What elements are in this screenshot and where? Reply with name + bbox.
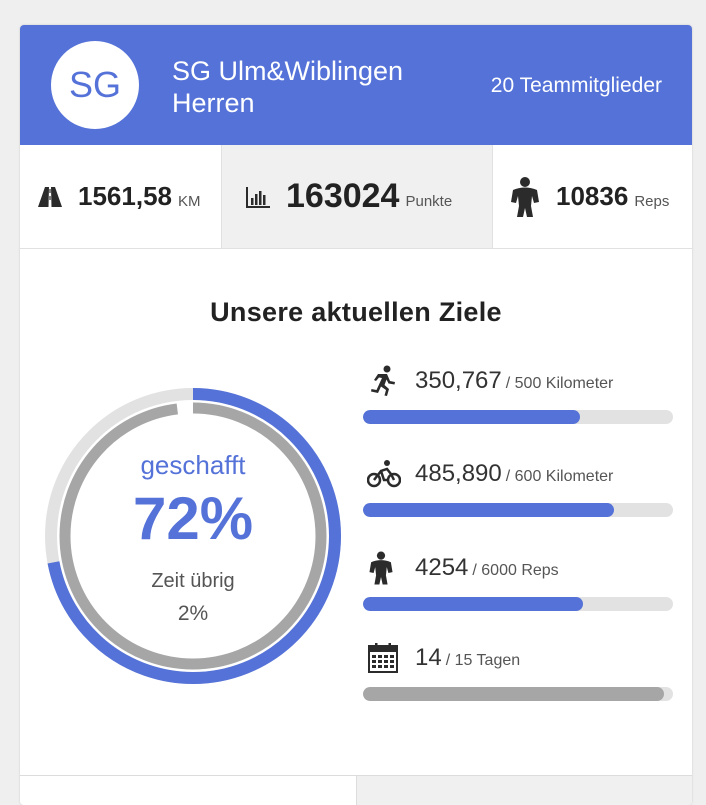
goal-cycling-target: / 600 Kilometer <box>505 468 614 485</box>
stat-reps-value: 10836 <box>556 181 629 211</box>
goal-cycling-bar-fill <box>363 503 615 517</box>
progress-percent: 72% <box>132 485 254 552</box>
goal-reps: 4254/ 6000 Reps <box>363 550 673 620</box>
bodybuilder-icon <box>511 176 539 217</box>
goal-reps-bar <box>363 597 673 611</box>
goal-running-current: 350,767 <box>415 367 502 394</box>
goal-days-text: 14/ 15 Tagen <box>415 644 520 672</box>
team-avatar[interactable]: SG <box>51 41 139 129</box>
avatar-initials: SG <box>68 64 121 105</box>
running-icon <box>371 365 395 396</box>
stat-distance: 1561,58 KM <box>20 145 220 248</box>
team-members-count[interactable]: 20 Teammitglieder <box>490 74 662 97</box>
stat-distance-value: 1561,58 <box>78 181 172 211</box>
goal-cycling-current: 485,890 <box>415 460 502 487</box>
stat-reps-unit: Reps <box>634 193 670 210</box>
goal-reps-bar-fill <box>363 597 584 611</box>
bicycle-icon <box>367 460 401 488</box>
progress-label: geschafft <box>140 450 246 480</box>
goal-running-bar-fill <box>363 410 580 424</box>
goal-reps-target: / 6000 Reps <box>472 562 559 579</box>
goals-title: Unsere aktuellen Ziele <box>210 297 502 327</box>
tab-right[interactable] <box>356 776 692 805</box>
team-header: SG SG Ulm&Wiblingen Herren 20 Teammitgli… <box>20 25 692 145</box>
bottom-tabs <box>20 775 692 805</box>
bar-chart-icon <box>246 186 270 208</box>
stat-points-value: 163024 <box>286 177 400 215</box>
progress-ring-fill <box>45 388 341 684</box>
stat-points-unit: Punkte <box>405 193 453 210</box>
goal-cycling-bar <box>363 503 673 517</box>
progress-ring: geschafft 72% Zeit übrig 2% <box>45 388 341 684</box>
stats-row: 1561,58 KM 163024 Punkte 10836 Reps <box>20 145 692 249</box>
goal-days-bar <box>363 687 673 701</box>
goal-running-bar <box>363 410 673 424</box>
goal-days-target: / 15 Tagen <box>445 652 521 669</box>
tab-left[interactable] <box>20 776 356 805</box>
calendar-icon <box>368 643 398 673</box>
time-ring-fill <box>59 402 327 670</box>
goal-cycling-text: 485,890/ 600 Kilometer <box>415 460 613 488</box>
road-icon <box>38 186 62 207</box>
team-name[interactable]: SG Ulm&Wiblingen Herren <box>172 56 404 118</box>
goal-running: 350,767/ 500 Kilometer <box>363 365 673 435</box>
goal-running-text: 350,767/ 500 Kilometer <box>415 367 613 395</box>
stat-reps: 10836 Reps <box>492 145 692 248</box>
time-left-value: 2% <box>177 602 209 625</box>
goal-reps-text: 4254/ 6000 Reps <box>415 554 559 582</box>
goal-reps-current: 4254 <box>415 554 469 581</box>
stat-points: 163024 Punkte <box>221 145 493 248</box>
goal-cycling: 485,890/ 600 Kilometer <box>363 458 673 528</box>
stat-distance-unit: KM <box>177 193 201 210</box>
bodybuilder-icon <box>369 551 393 585</box>
goal-days-current: 14 <box>415 644 442 671</box>
team-card: SG SG Ulm&Wiblingen Herren 20 Teammitgli… <box>20 25 692 805</box>
goal-days-bar-fill <box>363 687 664 701</box>
goal-days: 14/ 15 Tagen <box>363 642 673 712</box>
goal-running-target: / 500 Kilometer <box>505 375 614 392</box>
time-left-label: Zeit übrig <box>151 570 235 592</box>
progress-ring-svg <box>45 388 341 684</box>
